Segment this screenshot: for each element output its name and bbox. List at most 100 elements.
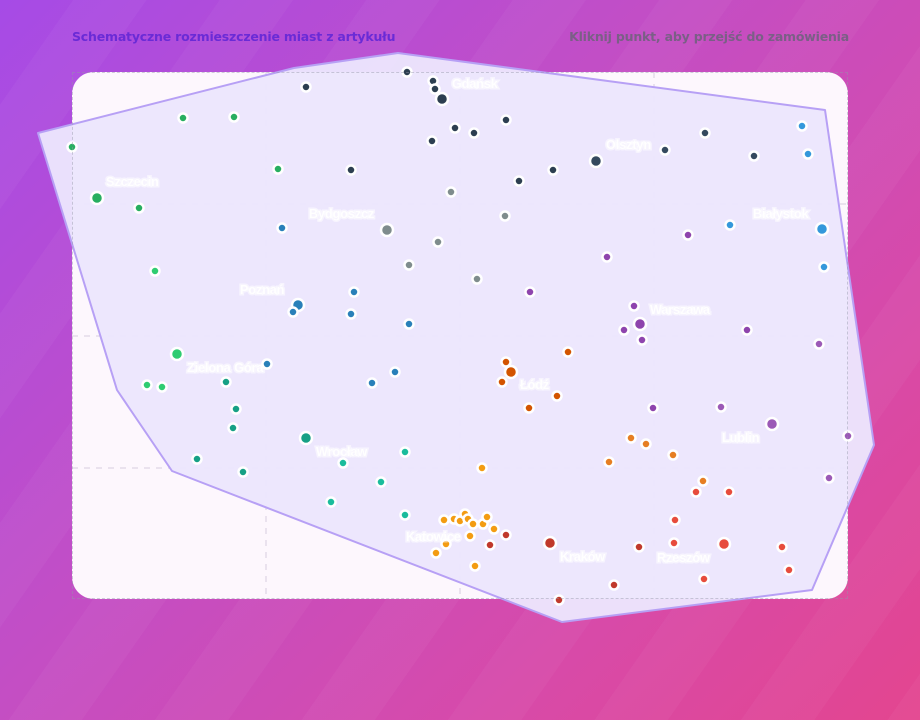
city-point[interactable] — [625, 432, 637, 444]
city-point[interactable] — [796, 120, 808, 132]
city-point[interactable] — [401, 66, 413, 78]
city-point[interactable] — [345, 308, 357, 320]
city-point[interactable] — [823, 472, 835, 484]
city-point[interactable] — [668, 537, 680, 549]
city-point[interactable] — [601, 251, 613, 263]
city-point[interactable] — [133, 202, 145, 214]
city-point[interactable] — [399, 446, 411, 458]
city-point[interactable] — [348, 286, 360, 298]
city-point[interactable] — [699, 127, 711, 139]
city-point[interactable] — [389, 366, 401, 378]
city-point[interactable] — [667, 449, 679, 461]
city-point[interactable] — [149, 265, 161, 277]
city-point[interactable] — [481, 511, 493, 523]
city-point[interactable] — [659, 144, 671, 156]
city-point[interactable] — [682, 229, 694, 241]
city-point[interactable] — [640, 438, 652, 450]
city-point[interactable] — [469, 560, 481, 572]
city-point[interactable] — [141, 379, 153, 391]
city-point[interactable] — [237, 466, 249, 478]
city-point[interactable] — [499, 210, 511, 222]
city-point[interactable] — [426, 135, 438, 147]
city-point[interactable] — [445, 186, 457, 198]
city-point[interactable] — [484, 539, 496, 551]
city-point[interactable] — [698, 573, 710, 585]
city-point[interactable] — [813, 338, 825, 350]
city-point[interactable] — [156, 381, 168, 393]
city-point[interactable] — [230, 403, 242, 415]
city-point[interactable] — [697, 475, 709, 487]
city-point[interactable] — [227, 422, 239, 434]
city-point[interactable] — [379, 222, 395, 238]
city-point[interactable] — [608, 579, 620, 591]
city-point[interactable] — [500, 356, 512, 368]
city-point[interactable] — [345, 164, 357, 176]
city-point[interactable] — [802, 148, 814, 160]
city-point[interactable] — [636, 334, 648, 346]
city-point[interactable] — [500, 529, 512, 541]
city-point[interactable] — [403, 259, 415, 271]
city-point[interactable] — [633, 541, 645, 553]
city-point[interactable] — [366, 377, 378, 389]
city-point[interactable] — [228, 111, 240, 123]
city-point[interactable] — [298, 430, 314, 446]
city-point[interactable] — [632, 316, 648, 332]
city-point[interactable] — [628, 300, 640, 312]
city-point[interactable] — [776, 541, 788, 553]
city-point[interactable] — [464, 530, 476, 542]
city-point[interactable] — [618, 324, 630, 336]
city-point[interactable] — [603, 456, 615, 468]
city-point[interactable] — [432, 236, 444, 248]
city-point[interactable] — [66, 141, 78, 153]
city-point[interactable] — [669, 514, 681, 526]
city-point[interactable] — [467, 518, 479, 530]
city-point[interactable] — [429, 83, 441, 95]
city-point[interactable] — [523, 402, 535, 414]
city-point[interactable] — [430, 547, 442, 559]
city-point[interactable] — [449, 122, 461, 134]
city-point[interactable] — [724, 219, 736, 231]
city-point[interactable] — [438, 514, 450, 526]
city-point[interactable] — [716, 536, 732, 552]
city-point[interactable] — [562, 346, 574, 358]
city-point[interactable] — [500, 114, 512, 126]
city-point[interactable] — [524, 286, 536, 298]
city-point[interactable] — [272, 163, 284, 175]
city-point[interactable] — [287, 306, 299, 318]
city-point[interactable] — [325, 496, 337, 508]
city-point[interactable] — [471, 273, 483, 285]
city-point[interactable] — [276, 222, 288, 234]
city-point[interactable] — [403, 318, 415, 330]
city-point[interactable] — [468, 127, 480, 139]
city-point[interactable] — [842, 430, 854, 442]
city-point[interactable] — [513, 175, 525, 187]
city-point[interactable] — [814, 221, 830, 237]
city-point[interactable] — [553, 594, 565, 606]
city-point[interactable] — [169, 346, 185, 362]
city-point[interactable] — [220, 376, 232, 388]
city-point[interactable] — [496, 376, 508, 388]
city-point[interactable] — [191, 453, 203, 465]
city-point[interactable] — [715, 401, 727, 413]
city-point[interactable] — [551, 390, 563, 402]
city-point[interactable] — [440, 538, 452, 550]
city-point[interactable] — [488, 523, 500, 535]
city-point[interactable] — [783, 564, 795, 576]
city-point[interactable] — [89, 190, 105, 206]
city-point[interactable] — [434, 91, 450, 107]
city-point[interactable] — [723, 486, 735, 498]
city-point[interactable] — [337, 457, 349, 469]
city-point[interactable] — [399, 509, 411, 521]
city-point[interactable] — [741, 324, 753, 336]
city-point[interactable] — [647, 402, 659, 414]
city-point[interactable] — [542, 535, 558, 551]
city-point[interactable] — [547, 164, 559, 176]
city-point[interactable] — [818, 261, 830, 273]
city-point[interactable] — [690, 486, 702, 498]
city-point[interactable] — [503, 364, 519, 380]
city-point[interactable] — [300, 81, 312, 93]
city-point[interactable] — [261, 358, 273, 370]
city-point[interactable] — [177, 112, 189, 124]
city-point[interactable] — [375, 476, 387, 488]
city-point[interactable] — [476, 462, 488, 474]
